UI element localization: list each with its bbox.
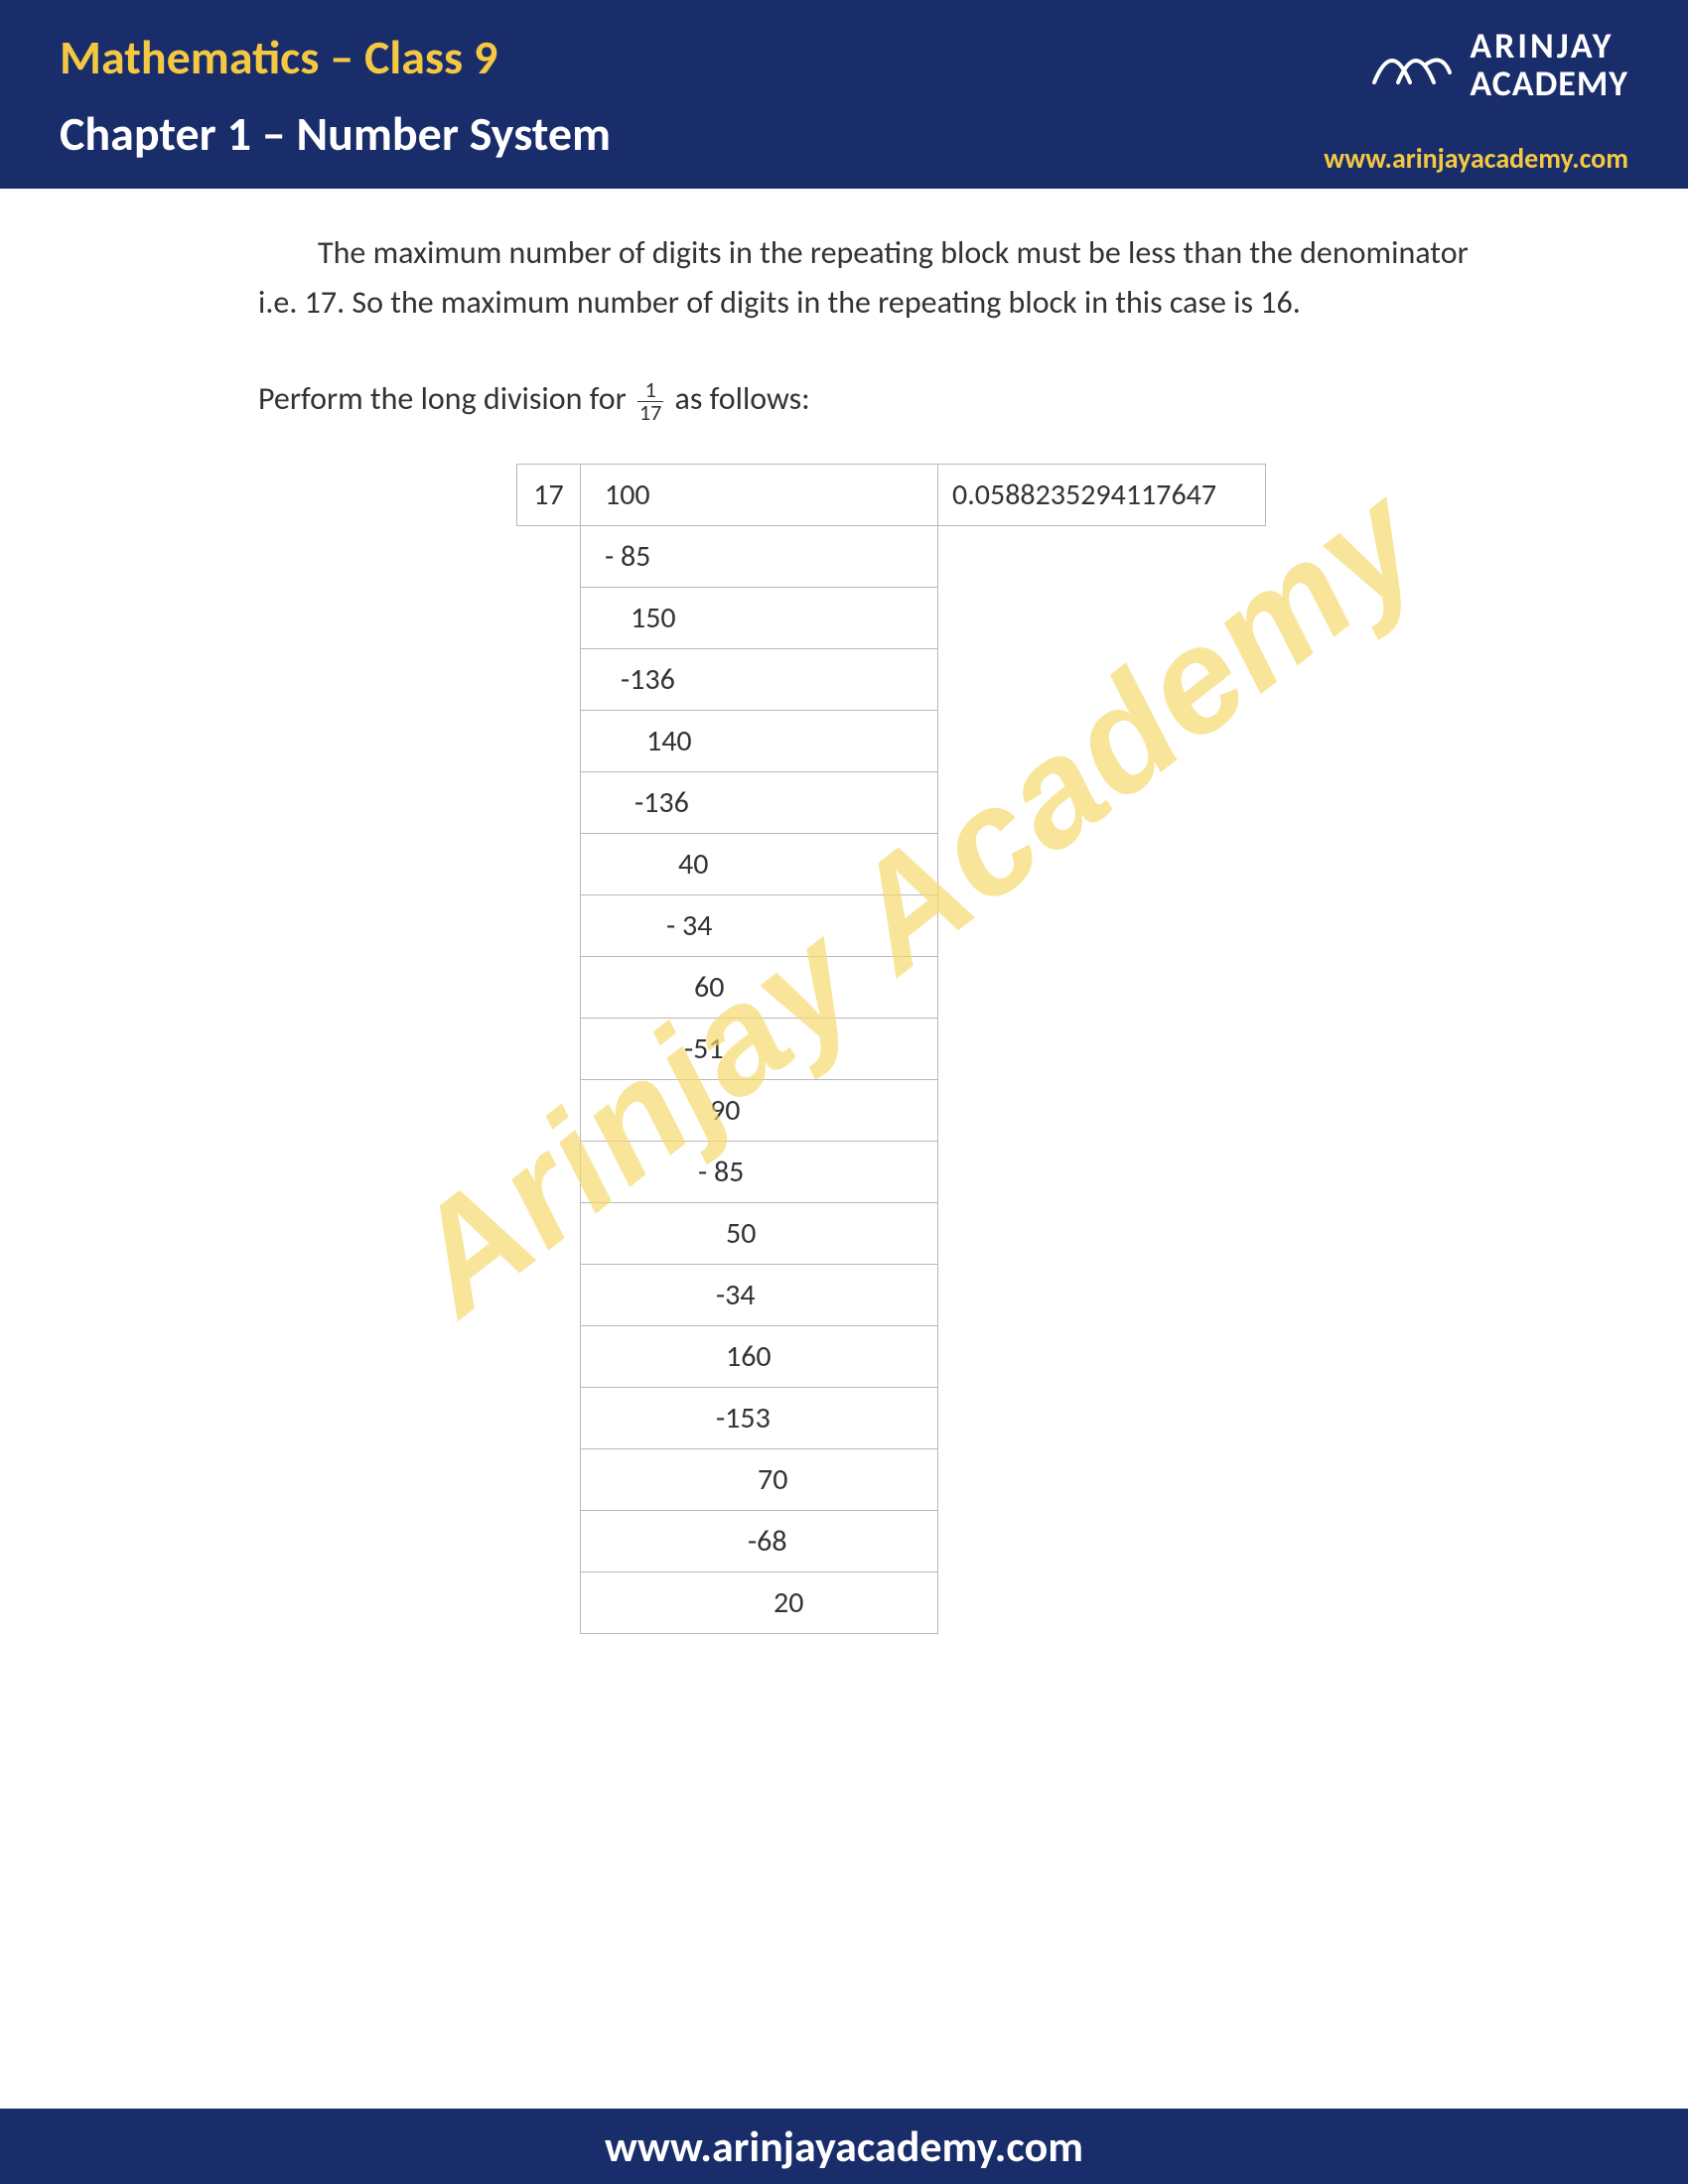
work-value: 150	[581, 600, 676, 636]
empty-cell	[517, 1326, 581, 1388]
division-row: -68	[517, 1511, 1266, 1572]
empty-cell	[517, 711, 581, 772]
paragraph-1: The maximum number of digits in the repe…	[258, 228, 1509, 327]
work-value: -68	[581, 1523, 787, 1560]
empty-cell	[517, 1265, 581, 1326]
work-value: -136	[581, 784, 689, 821]
work-cell: -34	[581, 1265, 938, 1326]
logo-text: ARINJAY ACADEMY	[1470, 28, 1628, 103]
header-url: www.arinjayacademy.com	[1324, 141, 1628, 176]
division-row: -51	[517, 1019, 1266, 1080]
work-value: 100	[581, 477, 650, 513]
empty-cell	[517, 895, 581, 957]
empty-cell	[517, 772, 581, 834]
work-value: 140	[581, 723, 692, 759]
empty-cell	[517, 1449, 581, 1511]
division-row: -153	[517, 1388, 1266, 1449]
empty-cell	[517, 1203, 581, 1265]
work-value: -34	[581, 1277, 756, 1313]
work-value: 70	[581, 1461, 787, 1498]
work-cell: - 85	[581, 526, 938, 588]
work-cell: -68	[581, 1511, 938, 1572]
work-cell: 90	[581, 1080, 938, 1142]
quotient-cell: 0.0588235294117647	[938, 465, 1266, 526]
logo-text-line1: ARINJAY	[1470, 28, 1628, 66]
work-value: 60	[581, 969, 724, 1006]
empty-cell	[517, 1572, 581, 1634]
division-row: -34	[517, 1265, 1266, 1326]
logo-text-line2: ACADEMY	[1470, 66, 1628, 103]
division-row: 60	[517, 957, 1266, 1019]
division-row: 40	[517, 834, 1266, 895]
work-value: - 85	[581, 1154, 744, 1190]
work-value: -51	[581, 1030, 724, 1067]
division-row: 90	[517, 1080, 1266, 1142]
work-cell: -136	[581, 772, 938, 834]
work-value: -136	[581, 661, 675, 698]
work-cell: -51	[581, 1019, 938, 1080]
empty-cell	[517, 1511, 581, 1572]
work-value: - 34	[581, 907, 712, 944]
footer-url: www.arinjayacademy.com	[605, 2119, 1083, 2173]
work-value: 50	[581, 1215, 756, 1252]
division-row: -136	[517, 649, 1266, 711]
work-cell: 70	[581, 1449, 938, 1511]
work-cell: 160	[581, 1326, 938, 1388]
work-cell: 60	[581, 957, 938, 1019]
work-cell: - 85	[581, 1142, 938, 1203]
page-content: The maximum number of digits in the repe…	[0, 189, 1688, 1634]
work-value: 160	[581, 1338, 772, 1375]
divisor-cell: 17	[517, 465, 581, 526]
page-footer: www.arinjayacademy.com	[0, 2109, 1688, 2184]
work-value: 90	[581, 1092, 740, 1129]
work-value: - 85	[581, 538, 650, 575]
fraction-denominator: 17	[637, 402, 663, 424]
work-cell: 50	[581, 1203, 938, 1265]
division-row: 70	[517, 1449, 1266, 1511]
work-value: 20	[581, 1584, 803, 1621]
para2-post: as follows:	[675, 379, 810, 418]
empty-cell	[517, 1388, 581, 1449]
work-cell: 20	[581, 1572, 938, 1634]
work-cell: -153	[581, 1388, 938, 1449]
paragraph-2: Perform the long division for 1 17 as fo…	[258, 374, 1509, 424]
para2-pre: Perform the long division for	[258, 379, 633, 418]
empty-cell	[517, 957, 581, 1019]
empty-cell	[517, 526, 581, 588]
division-row: - 85	[517, 526, 1266, 588]
logo: ARINJAY ACADEMY	[1366, 28, 1628, 103]
page-header: Mathematics – Class 9 Chapter 1 – Number…	[0, 0, 1688, 189]
empty-cell	[517, 1142, 581, 1203]
empty-cell	[517, 1080, 581, 1142]
work-value: 40	[581, 846, 708, 883]
division-row: -136	[517, 772, 1266, 834]
empty-cell	[517, 588, 581, 649]
fraction-1-17: 1 17	[637, 379, 663, 424]
division-row: 20	[517, 1572, 1266, 1634]
empty-cell	[517, 649, 581, 711]
work-cell: -136	[581, 649, 938, 711]
division-row: 160	[517, 1326, 1266, 1388]
long-division: 17100 0.0588235294117647 - 85 150 -136 140 -13…	[516, 464, 1509, 1634]
work-cell: 140	[581, 711, 938, 772]
work-cell: - 34	[581, 895, 938, 957]
work-cell: 150	[581, 588, 938, 649]
division-row: 140	[517, 711, 1266, 772]
division-row: - 85	[517, 1142, 1266, 1203]
division-row: 50	[517, 1203, 1266, 1265]
empty-cell	[517, 834, 581, 895]
work-cell: 100	[581, 465, 938, 526]
division-row: 150	[517, 588, 1266, 649]
logo-icon	[1366, 35, 1456, 95]
work-cell: 40	[581, 834, 938, 895]
work-value: -153	[581, 1400, 771, 1436]
division-row: 17100 0.0588235294117647	[517, 465, 1266, 526]
empty-cell	[517, 1019, 581, 1080]
division-table: 17100 0.0588235294117647 - 85 150 -136 140 -13…	[516, 464, 1266, 1634]
division-row: - 34	[517, 895, 1266, 957]
